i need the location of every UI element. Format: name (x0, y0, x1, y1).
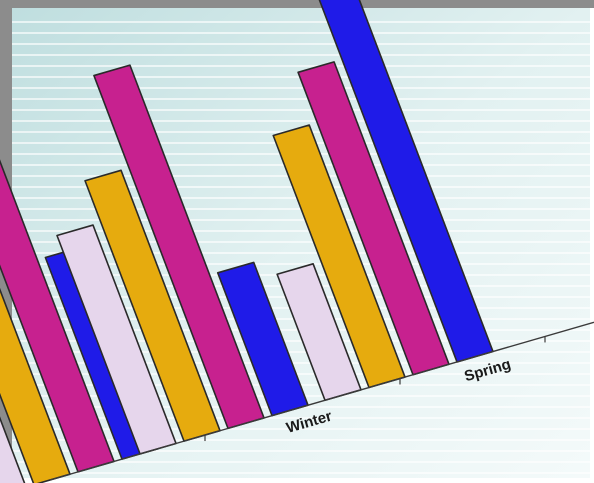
top-border (0, 0, 594, 8)
x-axis-line (49, 321, 594, 481)
bar-group1-1 (0, 416, 26, 483)
